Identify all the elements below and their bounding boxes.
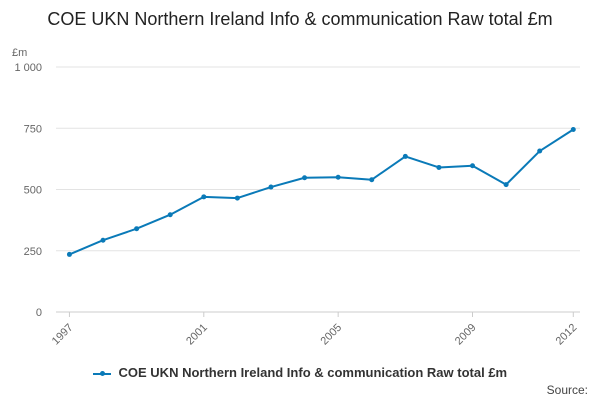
x-tick-labels: 1997 2001 2005 2009 2012 — [50, 322, 580, 348]
y-tick-labels: 0 250 500 750 1 000 — [14, 62, 42, 319]
y-tick-label: 500 — [24, 185, 42, 197]
data-point — [402, 153, 408, 159]
source-label: Source: — [546, 383, 588, 397]
data-point — [100, 237, 106, 243]
y-tick-label: 250 — [24, 246, 42, 258]
y-tick-label: 750 — [24, 123, 42, 135]
x-tick-label: 2005 — [318, 322, 344, 348]
gridlines — [56, 66, 580, 252]
legend[interactable]: COE UKN Northern Ireland Info & communic… — [0, 365, 600, 380]
data-point — [503, 182, 509, 188]
series-line — [69, 128, 574, 256]
data-point — [537, 148, 543, 154]
y-tick-label: 0 — [36, 307, 42, 319]
data-point — [167, 212, 173, 218]
axes — [56, 311, 580, 317]
legend-label: COE UKN Northern Ireland Info & communic… — [118, 365, 508, 380]
x-tick-label: 2009 — [453, 322, 479, 348]
chart-title: COE UKN Northern Ireland Info & communic… — [47, 9, 553, 29]
data-point — [470, 163, 476, 169]
data-point — [134, 226, 140, 232]
data-point — [268, 184, 274, 190]
data-point — [335, 174, 341, 180]
data-point — [201, 194, 207, 200]
x-tick-label: 2012 — [554, 322, 580, 348]
series-layer — [66, 126, 576, 257]
data-point — [369, 177, 375, 183]
x-tick-label: 1997 — [50, 322, 76, 348]
data-point — [234, 195, 240, 201]
legend-line-icon — [92, 370, 111, 376]
data-point — [302, 175, 308, 181]
x-tick-label: 2001 — [184, 322, 210, 348]
y-axis-unit-label: £m — [12, 47, 27, 59]
data-point — [436, 164, 442, 170]
data-point — [570, 126, 576, 132]
data-point — [66, 251, 72, 257]
y-tick-label: 1 000 — [14, 62, 42, 74]
